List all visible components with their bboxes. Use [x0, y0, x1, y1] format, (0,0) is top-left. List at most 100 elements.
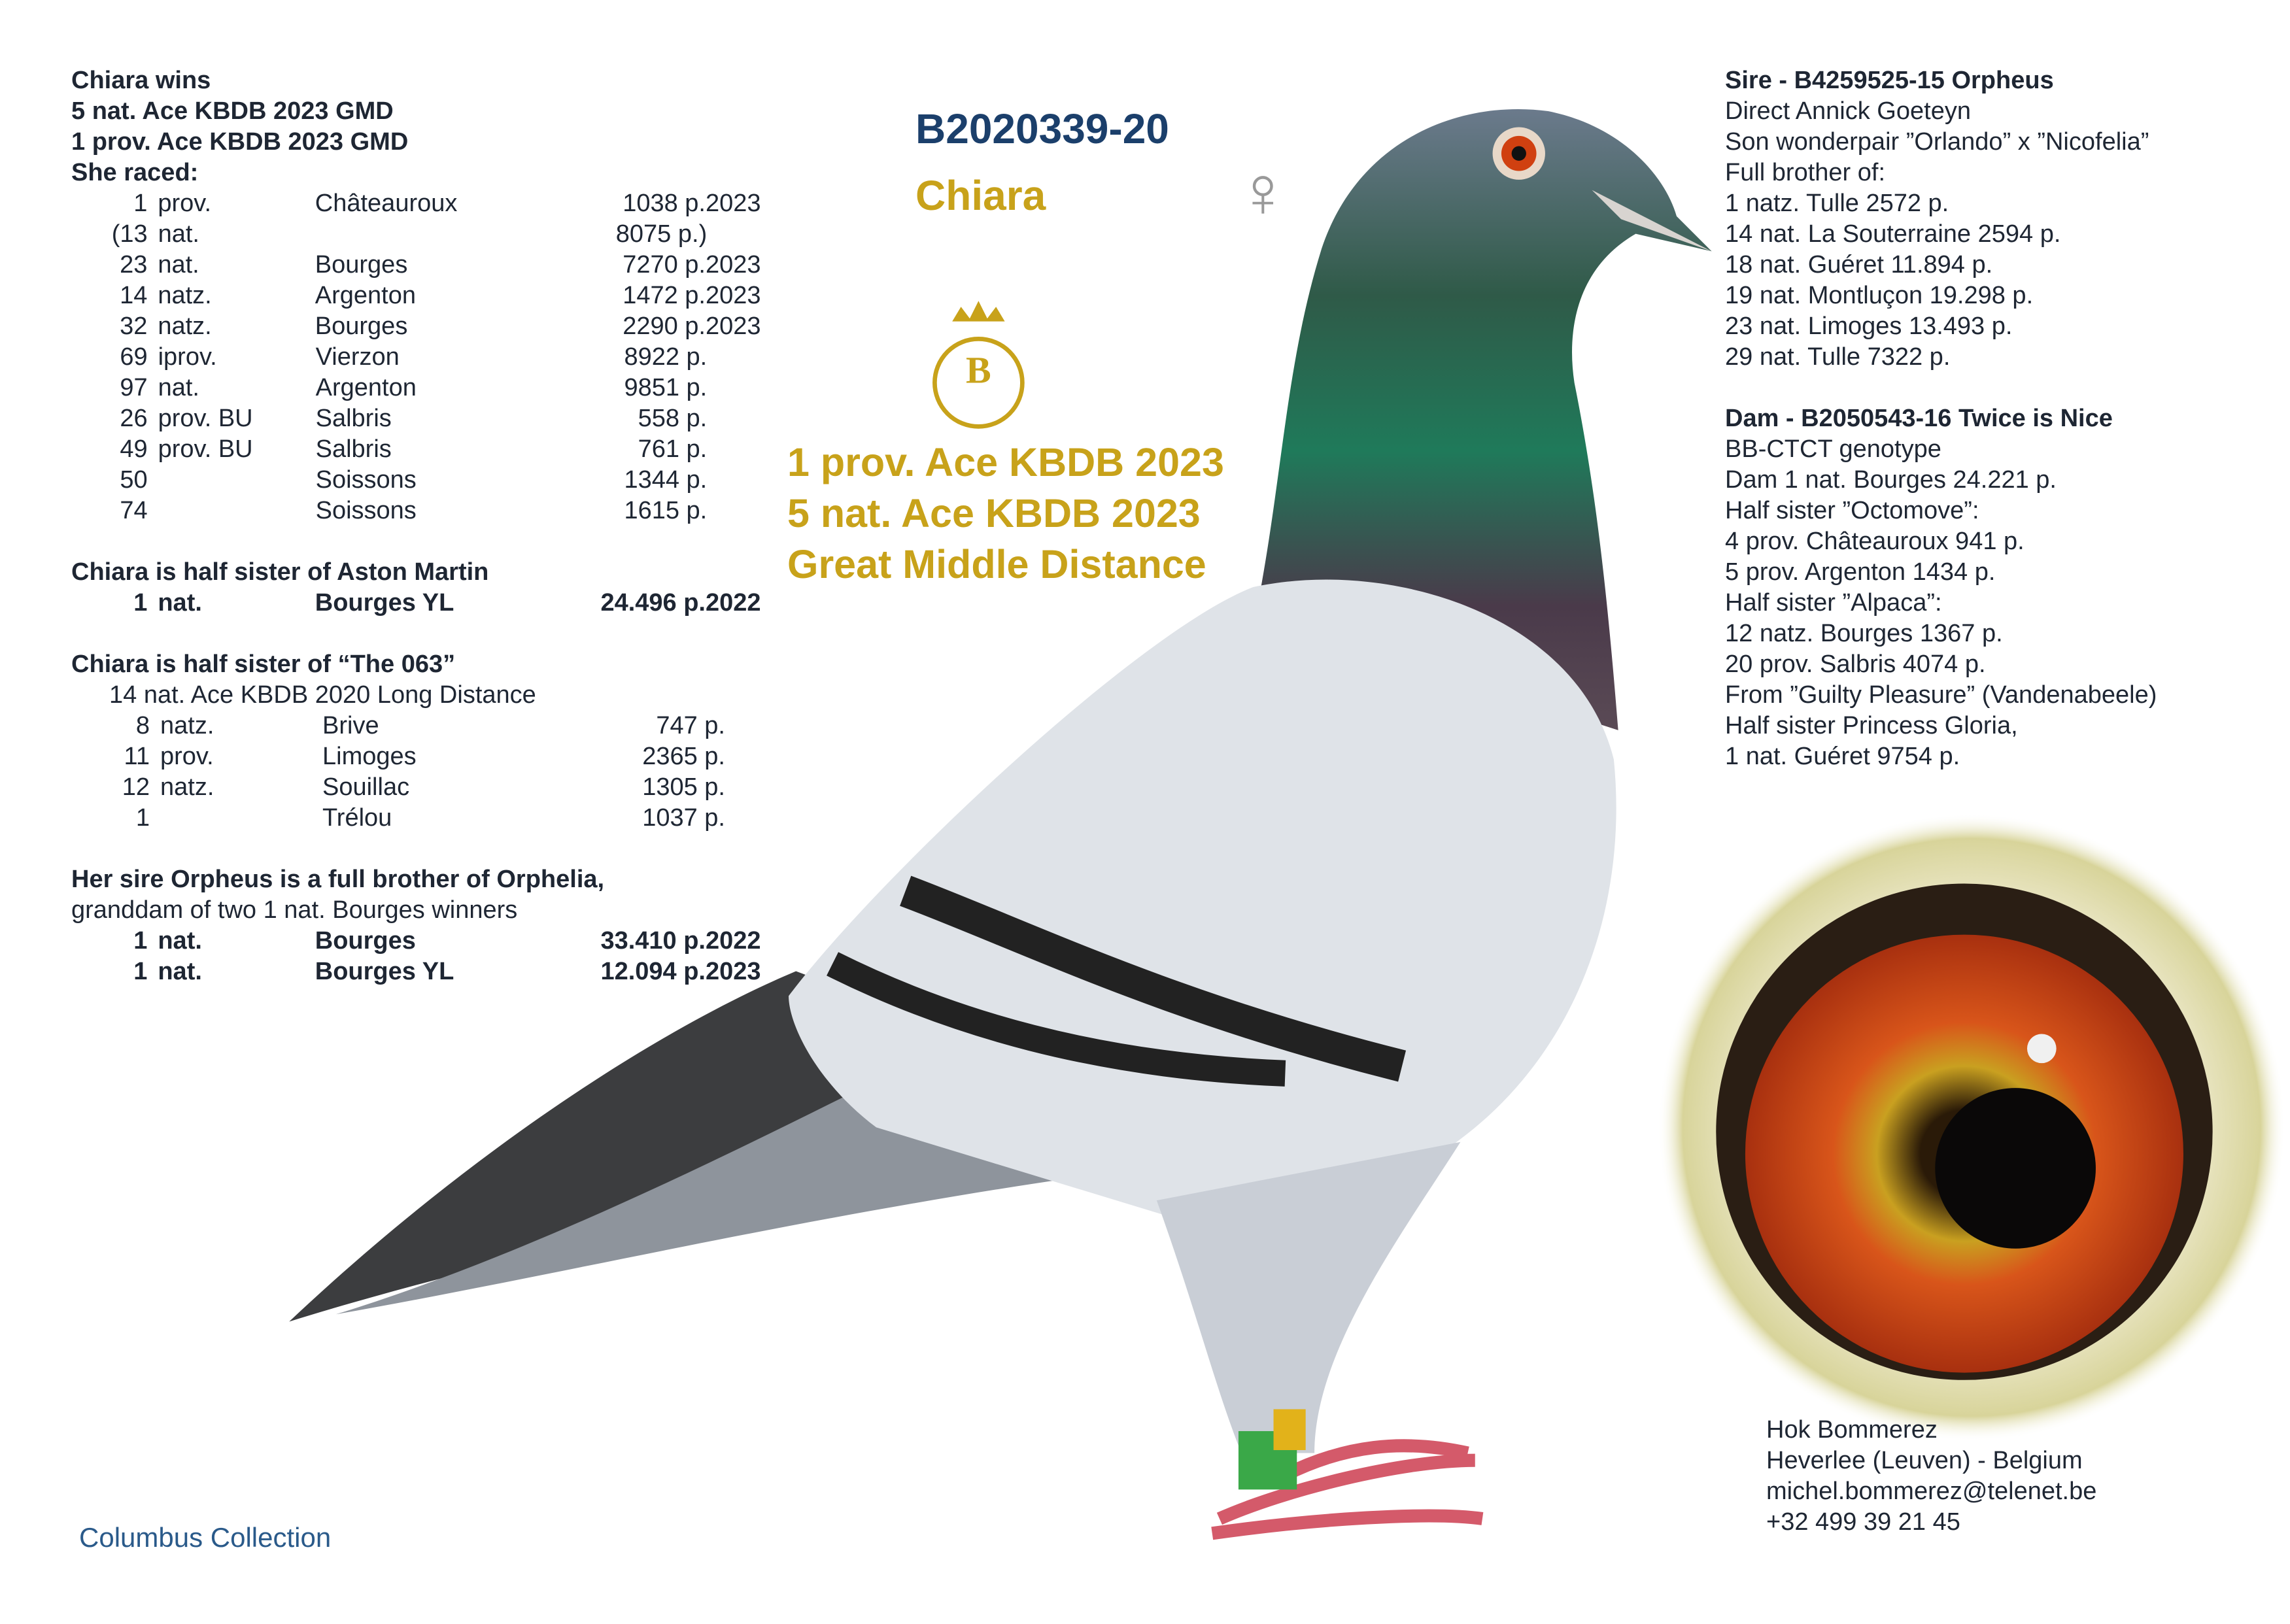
cell-year	[707, 465, 758, 496]
result-row: 32 natz. Bourges 2290 p. 2023	[71, 311, 761, 342]
cell-place: Bourges YL	[315, 958, 454, 985]
pedigree-line: 5 prov. Argenton 1434 p.	[1725, 558, 1996, 586]
achievements: 1 prov. Ace KBDB 2023 5 nat. Ace KBDB 20…	[787, 437, 1224, 590]
result-row: 26 prov. BU Salbris 558 p.	[71, 403, 758, 434]
cell-year	[707, 496, 758, 526]
result-row: 8 natz. Brive 747 p.	[71, 711, 758, 741]
cell-type	[150, 803, 322, 834]
result-row: 49 prov. BU Salbris 761 p.	[71, 434, 758, 465]
achievement: 5 nat. Ace KBDB 2023	[787, 491, 1201, 535]
cell-points: 8075 p.)	[615, 220, 708, 248]
cell-type: natz.	[160, 773, 214, 801]
result-row: 1 Trélou 1037 p.	[71, 803, 758, 834]
cell-n: 14	[120, 282, 148, 309]
svg-text:B: B	[966, 348, 991, 391]
phone: +32 499 39 21 45	[1766, 1508, 1960, 1536]
pedigree-column: Sire - B4259525-15 Orpheus Direct Annick…	[1725, 65, 2157, 772]
cell-n: 26	[120, 405, 148, 432]
cell-n: (13	[111, 220, 148, 248]
cell-n: 1	[135, 804, 150, 832]
cell-n: 69	[120, 343, 148, 371]
cell-points: 558 p.	[638, 405, 708, 432]
cell-n: 32	[120, 313, 148, 340]
result-row: 23 nat. Bourges 7270 p. 2023	[71, 250, 761, 280]
section-heading: Her sire Orpheus is a full brother of Or…	[71, 866, 605, 893]
cell-points: 1344 p.	[624, 466, 708, 494]
result-row: (13 nat. 8075 p.)	[71, 219, 758, 250]
cell-place: Bourges	[315, 313, 408, 340]
contact-info: Hok Bommerez Heverlee (Leuven) - Belgium…	[1766, 1415, 2096, 1538]
cell-n: 11	[124, 743, 150, 770]
section-heading: Chiara is half sister of Aston Martin	[71, 558, 489, 586]
cell-n: 49	[120, 435, 148, 463]
cell-type: natz.	[160, 712, 214, 739]
result-row: 12 natz. Souillac 1305 p.	[71, 772, 758, 803]
result-row: 1 nat. Bourges YL 12.094 p. 2023	[71, 956, 761, 987]
cell-type: natz.	[158, 313, 212, 340]
pedigree-line: From ”Guilty Pleasure” (Vandenabeele)	[1725, 681, 2157, 709]
result-row: 1 nat. Bourges 33.410 p. 2022	[71, 926, 760, 956]
cell-year: 2023	[706, 190, 761, 217]
pedigree-line: Dam 1 nat. Bourges 24.221 p.	[1725, 466, 2057, 494]
cell-points: 761 p.	[638, 435, 708, 463]
cell-points: 12.094 p.	[600, 958, 706, 985]
email-link[interactable]: michel.bommerez@telenet.be	[1766, 1478, 2097, 1505]
cell-place: Brive	[322, 712, 379, 739]
result-row: 11 prov. Limoges 2365 p.	[71, 741, 758, 772]
pedigree-line: 20 prov. Salbris 4074 p.	[1725, 651, 1986, 678]
result-row: 74 Soissons 1615 p.	[71, 496, 758, 526]
ring-number: B2020339-20	[915, 105, 1169, 152]
cell-type: iprov.	[158, 343, 217, 371]
cell-place: Soissons	[315, 466, 417, 494]
pedigree-line: Half sister Princess Gloria,	[1725, 712, 2018, 739]
cell-place: Vierzon	[315, 343, 400, 371]
cell-points: 2290 p.	[623, 313, 706, 340]
cell-points: 1305 p.	[642, 773, 725, 801]
cell-year	[707, 403, 758, 434]
result-row: 50 Soissons 1344 p.	[71, 465, 758, 496]
loft-name: Hok Bommerez	[1766, 1416, 1938, 1444]
cell-year: 2023	[706, 958, 761, 985]
cell-year: 2023	[706, 251, 761, 279]
cell-points: 1037 p.	[642, 804, 725, 832]
cell-type: prov. BU	[158, 405, 253, 432]
cell-points: 33.410 p.	[600, 927, 706, 955]
section-heading: Chiara is half sister of “The 063”	[71, 651, 456, 678]
cell-points: 9851 p.	[624, 374, 708, 401]
cell-n: 1	[133, 927, 148, 955]
pedigree-line: 29 nat. Tulle 7322 p.	[1725, 343, 1951, 371]
pedigree-line: Direct Annick Goeteyn	[1725, 97, 1971, 125]
result-row: 97 nat. Argenton 9851 p.	[71, 373, 758, 403]
result-row: 1 prov. Châteauroux 1038 p. 2023	[71, 188, 761, 219]
cell-place: Trélou	[322, 804, 392, 832]
result-row: 14 natz. Argenton 1472 p. 2023	[71, 280, 760, 311]
pedigree-line: 19 nat. Montluçon 19.298 p.	[1725, 282, 2034, 309]
cell-type: nat.	[158, 374, 199, 401]
cell-type: prov.	[160, 743, 214, 770]
female-icon: ♀	[1236, 152, 1290, 232]
cell-place: Bourges	[315, 927, 416, 955]
pedigree-line: BB-CTCT genotype	[1725, 435, 1941, 463]
cell-place: Bourges	[315, 251, 408, 279]
pedigree-line: 23 nat. Limoges 13.493 p.	[1725, 313, 2013, 340]
sub-heading: 14 nat. Ace KBDB 2020 Long Distance	[109, 681, 536, 709]
cell-year: 2023	[706, 313, 761, 340]
cell-n: 50	[120, 466, 148, 494]
cell-type	[148, 465, 316, 496]
cell-points: 1615 p.	[624, 497, 708, 524]
section-heading: She raced:	[71, 159, 199, 186]
cell-place: Salbris	[315, 405, 392, 432]
pedigree-line: 4 prov. Châteauroux 941 p.	[1725, 528, 2025, 555]
cell-year	[707, 219, 758, 250]
cell-points: 1472 p.	[623, 282, 706, 309]
sire-heading: Sire - B4259525-15 Orpheus	[1725, 67, 2054, 94]
cell-place: Châteauroux	[315, 190, 458, 217]
cell-n: 8	[135, 712, 150, 739]
sub-heading: granddam of two 1 nat. Bourges winners	[71, 896, 518, 924]
pedigree-line: 1 natz. Tulle 2572 p.	[1725, 190, 1949, 217]
pedigree-line: 1 nat. Guéret 9754 p.	[1725, 743, 1960, 770]
cell-type: nat.	[158, 927, 202, 955]
kbdb-logo: B	[932, 301, 1025, 429]
cell-n: 12	[122, 773, 150, 801]
